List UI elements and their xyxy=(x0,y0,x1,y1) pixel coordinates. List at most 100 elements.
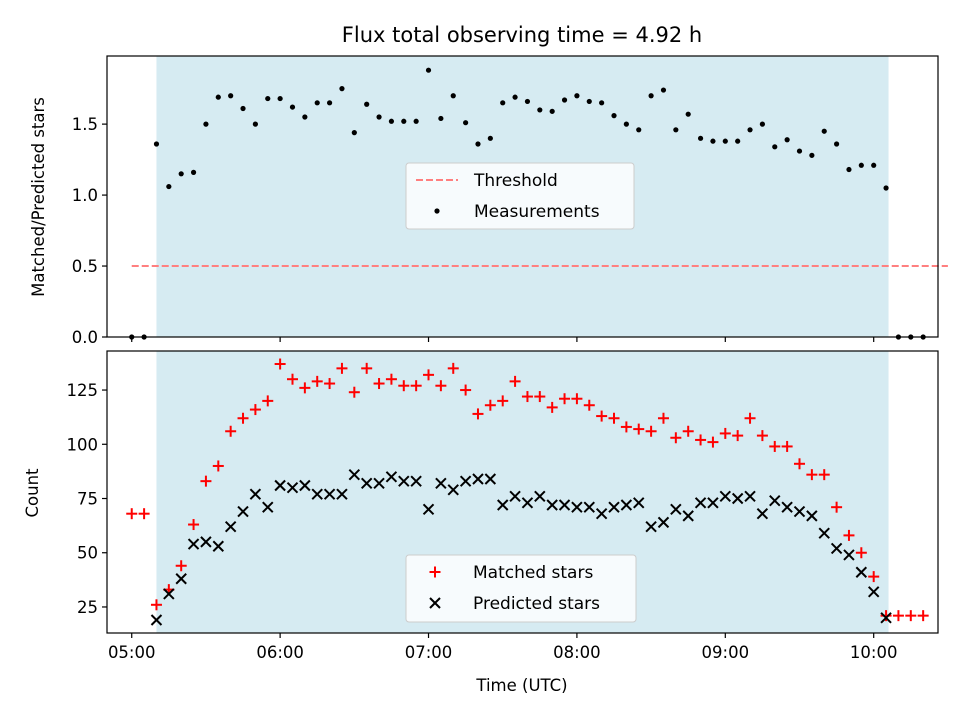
y-tick-label: 75 xyxy=(77,490,98,509)
matched-star-point xyxy=(361,362,373,374)
predicted-star-point xyxy=(657,516,670,529)
predicted-star-point xyxy=(163,588,175,600)
count-y-axis-label: Count xyxy=(23,468,42,518)
matched-star-point xyxy=(509,375,521,387)
predicted-star-point xyxy=(769,494,781,507)
x-tick-label: 09:00 xyxy=(702,643,750,662)
measurement-point xyxy=(623,121,629,127)
predicted-star-point xyxy=(744,490,756,503)
measurement-point xyxy=(413,118,419,124)
count-y-ticks: 25 50 75 100 125 xyxy=(67,381,107,617)
matched-star-point xyxy=(435,380,447,392)
matched-star-point xyxy=(546,401,558,413)
predicted-star-point xyxy=(830,542,843,555)
predicted-star-point xyxy=(719,490,732,503)
predicted-star-point xyxy=(521,497,534,509)
measurement-point xyxy=(636,127,642,133)
x-tick-label: 05:00 xyxy=(108,643,156,662)
x-tick-label: 10:00 xyxy=(850,643,898,662)
predicted-star-point xyxy=(286,481,299,494)
predicted-star-point xyxy=(311,488,323,500)
measurement-point xyxy=(574,93,580,99)
matched-star-point xyxy=(633,423,645,435)
matched-star-point xyxy=(200,475,212,487)
predicted-star-point xyxy=(360,477,373,490)
matched-star-point xyxy=(843,529,855,541)
matched-star-point xyxy=(781,440,793,452)
predicted-star-point xyxy=(348,468,361,481)
measurement-point xyxy=(586,98,592,105)
matched-star-point xyxy=(262,395,274,407)
matched-star-point xyxy=(150,599,162,611)
measurement-point xyxy=(450,93,456,99)
predicted-star-point xyxy=(398,475,410,487)
legend-label-threshold: Threshold xyxy=(473,171,558,191)
measurement-point xyxy=(203,121,209,127)
predicted-star-point xyxy=(843,549,855,561)
measurement-point xyxy=(364,101,370,107)
matched-star-point xyxy=(682,425,694,437)
matched-star-point xyxy=(534,391,546,403)
counts-plot-frame xyxy=(106,350,939,634)
x-tick-label: 07:00 xyxy=(405,643,453,662)
measurement-point xyxy=(252,121,258,127)
matched-star-point xyxy=(818,469,830,481)
counts-legend-box xyxy=(405,554,637,623)
legend-swatch-predicted xyxy=(429,597,441,609)
ratio-y-axis-label: Matched/Predicted stars xyxy=(29,97,48,297)
matched-star-point xyxy=(657,412,669,424)
measurement-point xyxy=(759,121,766,127)
measurement-point xyxy=(401,118,407,124)
measurement-point xyxy=(710,138,716,144)
matched-star-point xyxy=(521,391,533,403)
matched-star-point xyxy=(695,434,707,446)
predicted-star-point xyxy=(546,499,558,511)
matched-star-point xyxy=(905,610,917,622)
matched-star-point xyxy=(645,425,657,437)
matched-star-point xyxy=(212,460,224,472)
y-tick-label: 0.0 xyxy=(72,328,98,347)
measurement-point xyxy=(537,107,543,113)
matched-star-point xyxy=(373,378,385,390)
predicted-star-point xyxy=(459,475,472,487)
measurement-point xyxy=(425,67,432,73)
matched-star-point xyxy=(917,610,929,622)
matched-star-point xyxy=(274,358,286,370)
measurement-point xyxy=(215,94,221,100)
legend-swatch-measurements xyxy=(434,208,440,214)
y-tick-label: 50 xyxy=(77,544,98,563)
time-x-ticks: 05:00 06:00 07:00 08:00 09:00 10:00 xyxy=(108,633,898,662)
matched-star-point xyxy=(188,519,200,531)
measurement-point xyxy=(697,135,704,141)
predicted-star-point xyxy=(187,538,200,550)
measurement-point xyxy=(178,171,184,177)
matched-star-point xyxy=(299,382,311,394)
matched-star-point xyxy=(571,393,583,405)
measurement-point xyxy=(747,127,753,133)
matched-star-point xyxy=(670,432,682,444)
predicted-star-point xyxy=(497,499,509,511)
matched-star-point xyxy=(744,412,756,424)
measurement-point xyxy=(500,100,506,106)
predicted-star-point xyxy=(237,505,249,518)
predicted-star-point xyxy=(682,510,694,522)
matched-star-point xyxy=(707,436,719,448)
measurement-point xyxy=(376,114,382,120)
predicted-star-point xyxy=(806,510,818,522)
predicted-star-point xyxy=(633,497,645,509)
predicted-star-point xyxy=(200,536,212,548)
predicted-star-point xyxy=(447,484,459,496)
matched-star-point xyxy=(880,610,892,622)
predicted-star-point xyxy=(509,490,521,503)
matched-star-point xyxy=(719,427,731,439)
legend-label-matched: Matched stars xyxy=(473,563,593,583)
predicted-star-point xyxy=(472,473,484,485)
matched-star-point xyxy=(385,373,397,385)
matched-star-point xyxy=(324,378,336,390)
y-tick-label: 125 xyxy=(67,381,99,400)
matched-star-point xyxy=(175,560,187,572)
measurement-point xyxy=(277,95,283,102)
predicted-star-point xyxy=(373,477,385,490)
matched-star-point xyxy=(559,393,571,405)
predicted-star-point xyxy=(484,473,497,485)
